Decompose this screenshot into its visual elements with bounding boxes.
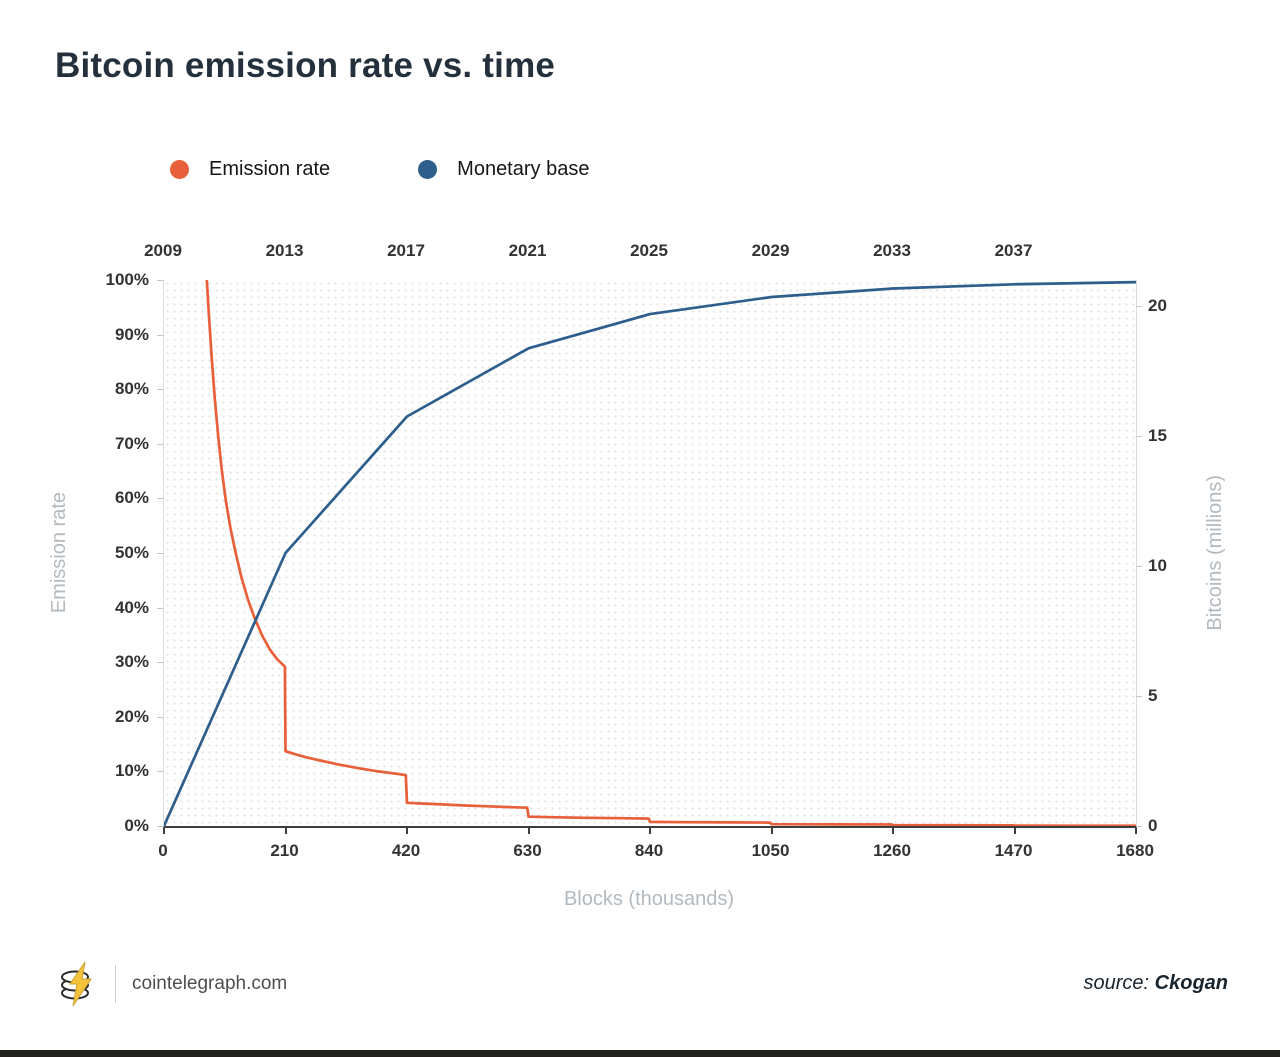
legend-label-monetary-base: Monetary base	[457, 158, 590, 180]
series-line-emission-rate	[205, 280, 1136, 826]
y-left-tick-mark	[157, 498, 163, 500]
x-axis-title: Blocks (thousands)	[563, 888, 735, 910]
y-left-tick-mark	[157, 826, 163, 827]
x-axis-tick-mark	[1135, 828, 1137, 834]
x-axis-tick-label: 420	[391, 841, 421, 860]
x-axis-tick-mark	[406, 828, 408, 834]
legend-dot-monetary-base-icon	[418, 160, 438, 179]
site-name[interactable]: cointelegraph.com	[132, 973, 288, 994]
x-axis-tick-label: 1470	[994, 841, 1033, 860]
y-left-tick-label: 90%	[114, 324, 149, 344]
x-axis-tick-mark	[284, 828, 287, 834]
top-axis-tick-label: 2021	[508, 241, 547, 260]
y-left-tick-mark	[157, 443, 163, 445]
y-left-tick-label: 20%	[114, 706, 149, 726]
source-label: source:	[1083, 972, 1150, 994]
cointelegraph-logo-icon	[61, 961, 92, 1007]
y-right-tick-label: 20	[1148, 296, 1167, 315]
y-left-axis-title-wrap: Emission rate	[48, 280, 71, 826]
page-title: Bitcoin emission rate vs. time	[55, 46, 556, 85]
x-axis-tick-mark	[1013, 828, 1016, 834]
y-left-tick-mark	[157, 334, 163, 336]
top-axis-tick-label: 2017	[387, 241, 425, 260]
y-right-axis-title-wrap: Bitcoins (millions)	[1204, 280, 1227, 826]
y-left-axis-title: Emission rate	[48, 492, 70, 614]
y-left-tick-label: 100%	[105, 270, 149, 289]
y-left-tick-label: 10%	[114, 761, 149, 781]
y-right-tick-label: 10	[1148, 556, 1167, 575]
y-left-tick-label: 60%	[114, 488, 149, 508]
y-left-tick-mark	[157, 553, 163, 554]
bottom-bar	[0, 1050, 1280, 1057]
legend-item-emission-rate: Emission rate	[170, 158, 330, 181]
x-axis-tick-label: 1260	[873, 841, 911, 860]
x-axis-tick-mark	[770, 828, 773, 834]
y-right-tick-label: 5	[1148, 686, 1158, 705]
y-right-tick-mark	[1136, 306, 1142, 307]
x-axis-tick-label: 210	[270, 841, 299, 860]
top-axis-tick-label: 2033	[873, 241, 911, 260]
y-left-tick-mark	[157, 389, 163, 391]
legend-item-monetary-base: Monetary base	[418, 158, 589, 181]
top-axis-tick-label: 2009	[144, 241, 182, 260]
plot-area	[163, 280, 1137, 828]
y-right-tick-mark	[1136, 826, 1142, 827]
y-right-tick-label: 0	[1148, 816, 1158, 835]
y-left-tick-label: 40%	[114, 597, 149, 617]
y-left-tick-label: 80%	[114, 379, 149, 399]
y-left-tick-mark	[157, 662, 163, 664]
legend-label-emission-rate: Emission rate	[209, 158, 331, 180]
source-credit: source: Ckogan	[1084, 972, 1229, 995]
y-left-tick-label: 0%	[124, 816, 149, 835]
y-left-tick-label: 50%	[114, 543, 149, 562]
y-left-tick-label: 30%	[114, 652, 149, 672]
footer-divider	[115, 965, 116, 1003]
top-axis-tick-label: 2029	[751, 241, 790, 260]
x-axis-tick-label: 0	[158, 841, 168, 860]
y-left-tick-mark	[157, 280, 163, 281]
legend-dot-emission-rate-icon	[170, 160, 189, 179]
y-left-tick-mark	[157, 607, 163, 609]
top-axis-tick-label: 2013	[265, 241, 304, 260]
plot-svg	[164, 280, 1136, 826]
x-axis-tick-mark	[163, 828, 165, 834]
chart: Blocks (thousands) Emission rate Bitcoin…	[0, 238, 1280, 948]
y-left-tick-mark	[157, 771, 163, 773]
y-right-tick-label: 15	[1148, 426, 1167, 445]
series-line-monetary-base	[164, 280, 1136, 826]
source-name: Ckogan	[1154, 972, 1228, 994]
x-axis-tick-label: 1680	[1116, 841, 1154, 860]
y-right-axis-title: Bitcoins (millions)	[1204, 475, 1226, 631]
x-axis-tick-mark	[892, 828, 894, 834]
y-right-tick-mark	[1136, 566, 1142, 567]
x-axis-tick-label: 630	[513, 841, 542, 860]
x-axis-tick-mark	[649, 828, 651, 834]
y-left-tick-mark	[157, 716, 163, 718]
x-axis-tick-label: 840	[634, 841, 664, 860]
y-right-tick-mark	[1136, 436, 1142, 437]
legend: Emission rate Monetary base	[170, 158, 589, 181]
top-axis-tick-label: 2025	[630, 241, 668, 260]
y-right-tick-mark	[1136, 696, 1142, 697]
footer-brand: cointelegraph.com	[57, 960, 287, 1008]
x-axis-tick-label: 1050	[751, 841, 790, 860]
x-axis-tick-mark	[527, 828, 530, 834]
top-axis-tick-label: 2037	[994, 241, 1033, 260]
y-left-tick-label: 70%	[114, 433, 149, 453]
